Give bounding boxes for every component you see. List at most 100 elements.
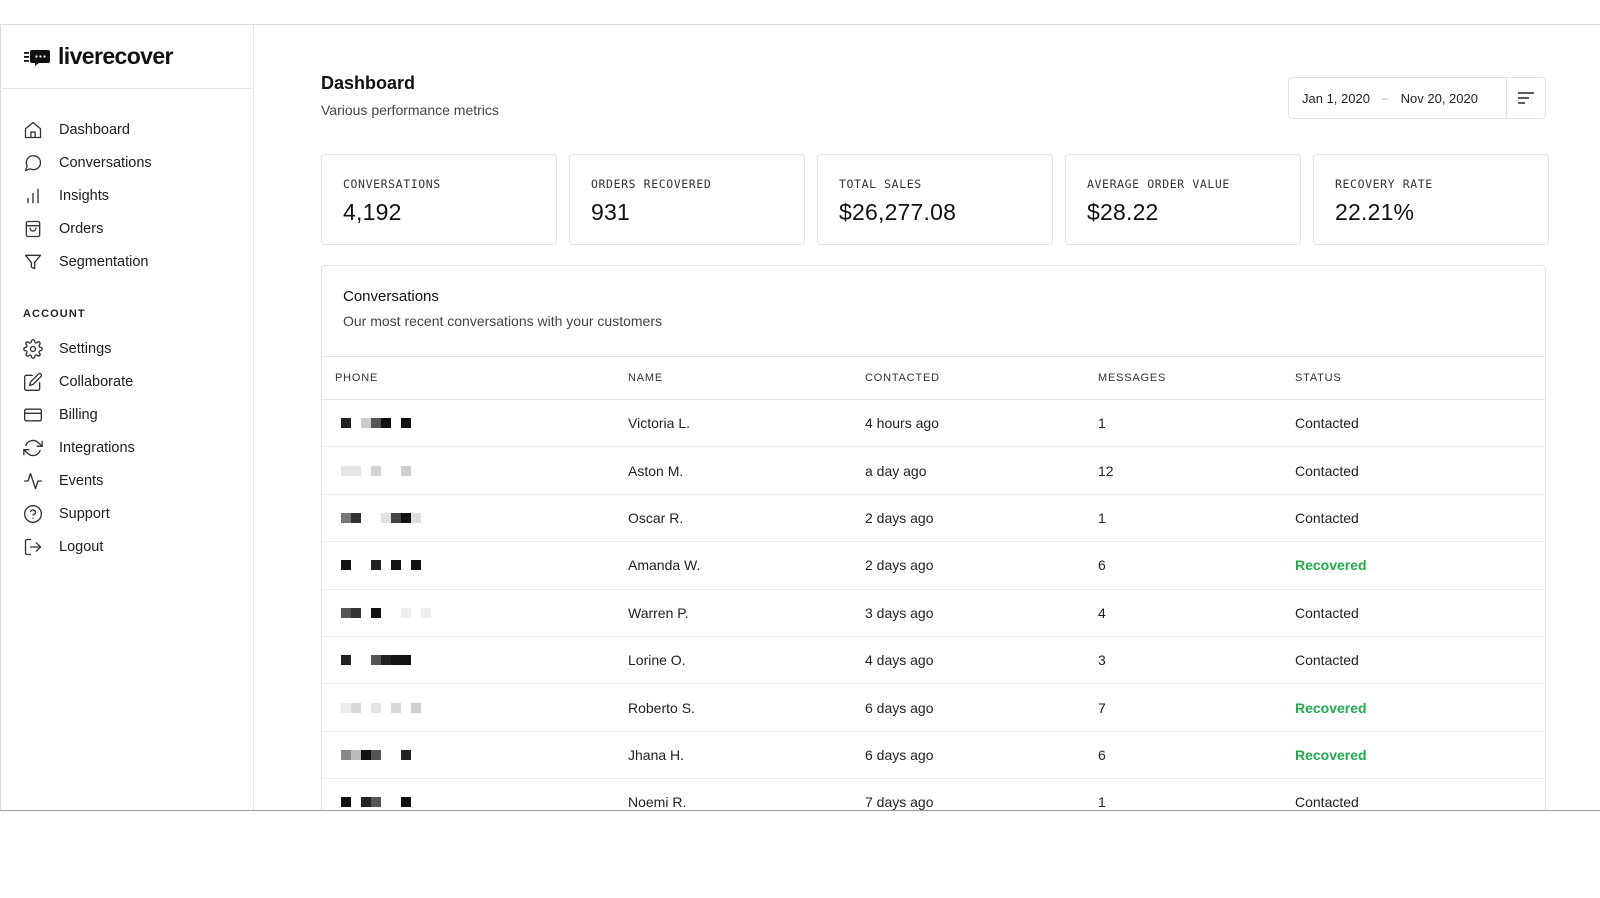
stat-card-total-sales: TOTAL SALES $26,277.08 [817, 154, 1053, 245]
filter-button[interactable] [1506, 78, 1545, 118]
nav-item-insights[interactable]: Insights [0, 179, 253, 212]
phone-redacted [335, 511, 421, 525]
stat-card-recovery-rate: RECOVERY RATE 22.21% [1313, 154, 1549, 245]
redaction-pixel [381, 512, 391, 523]
table-row[interactable]: Warren P. 3 days ago 4 Contacted [322, 590, 1545, 637]
table-row[interactable]: Aston M. a day ago 12 Contacted [322, 447, 1545, 495]
nav-label: Integrations [59, 439, 135, 456]
cell-contacted: 4 hours ago [865, 415, 939, 432]
sort-lines-icon [1518, 92, 1534, 104]
table-row[interactable]: Jhana H. 6 days ago 6 Recovered [322, 732, 1545, 780]
card-subtitle: Our most recent conversations with your … [343, 313, 663, 329]
redaction-pixel [401, 655, 411, 666]
redaction-pixel [391, 418, 401, 429]
date-start[interactable]: Jan 1, 2020 [1302, 90, 1370, 106]
phone-redacted [335, 416, 411, 430]
nav-item-billing[interactable]: Billing [0, 398, 253, 431]
cell-contacted: a day ago [865, 462, 927, 479]
cell-status: Recovered [1295, 746, 1367, 763]
column-header-phone[interactable]: PHONE [335, 372, 379, 384]
table-row[interactable]: Amanda W. 2 days ago 6 Recovered [322, 542, 1545, 590]
date-range-picker[interactable]: Jan 1, 2020 – Nov 20, 2020 [1288, 77, 1546, 119]
redaction-pixel [361, 560, 371, 571]
redaction-pixel [391, 560, 401, 571]
redaction-pixel [371, 655, 381, 666]
stats-row: CONVERSATIONS 4,192 ORDERS RECOVERED 931… [321, 154, 1549, 245]
table-row[interactable]: Victoria L. 4 hours ago 1 Contacted [322, 400, 1545, 448]
redaction-pixel [351, 655, 361, 666]
redaction-pixel [411, 512, 421, 523]
account-section-label: ACCOUNT [23, 308, 86, 320]
table-row[interactable]: Oscar R. 2 days ago 1 Contacted [322, 495, 1545, 543]
nav-item-orders[interactable]: Orders [0, 212, 253, 245]
redaction-pixel [371, 512, 381, 523]
redaction-pixel [341, 797, 351, 808]
redaction-pixel [391, 749, 401, 760]
stat-card-average-order-value: AVERAGE ORDER VALUE $28.22 [1065, 154, 1301, 245]
column-header-status[interactable]: STATUS [1295, 372, 1342, 384]
cell-messages: 12 [1098, 462, 1114, 479]
redaction-pixel [361, 418, 371, 429]
phone-redacted [335, 653, 411, 667]
nav-item-events[interactable]: Events [0, 464, 253, 497]
cell-name: Aston M. [628, 462, 684, 479]
cell-messages: 1 [1098, 794, 1106, 811]
date-end[interactable]: Nov 20, 2020 [1400, 90, 1478, 106]
filter-funnel-icon [23, 252, 43, 272]
column-header-contacted[interactable]: CONTACTED [865, 372, 940, 384]
redaction-pixel [351, 797, 361, 808]
cell-messages: 4 [1098, 604, 1106, 621]
table-row[interactable]: Noemi R. 7 days ago 1 Contacted [322, 779, 1545, 811]
nav-item-collaborate[interactable]: Collaborate [0, 365, 253, 398]
redaction-pixel [341, 512, 351, 523]
redaction-pixel [411, 607, 421, 618]
column-header-name[interactable]: NAME [628, 372, 663, 384]
cell-contacted: 2 days ago [865, 509, 934, 526]
redaction-pixel [371, 797, 381, 808]
table-row[interactable]: Roberto S. 6 days ago 7 Recovered [322, 684, 1545, 732]
nav-item-support[interactable]: Support [0, 497, 253, 530]
nav-item-settings[interactable]: Settings [0, 332, 253, 365]
cell-name: Oscar R. [628, 509, 684, 526]
cell-contacted: 6 days ago [865, 699, 934, 716]
nav-item-integrations[interactable]: Integrations [0, 431, 253, 464]
redaction-pixel [401, 465, 411, 476]
phone-redacted [335, 464, 411, 478]
cell-contacted: 2 days ago [865, 557, 934, 574]
table-row[interactable]: Lorine O. 4 days ago 3 Contacted [322, 637, 1545, 685]
credit-card-icon [23, 405, 43, 425]
nav-item-conversations[interactable]: Conversations [0, 146, 253, 179]
nav-item-dashboard[interactable]: Dashboard [0, 113, 253, 146]
redaction-pixel [351, 749, 361, 760]
nav-item-logout[interactable]: Logout [0, 530, 253, 563]
page-subtitle: Various performance metrics [321, 102, 499, 118]
cell-name: Roberto S. [628, 699, 695, 716]
card-title: Conversations [343, 288, 439, 305]
redaction-pixel [361, 797, 371, 808]
redaction-pixel [411, 560, 421, 571]
cell-status: Contacted [1295, 509, 1359, 526]
redaction-pixel [351, 418, 361, 429]
cell-messages: 6 [1098, 746, 1106, 763]
cell-status: Contacted [1295, 415, 1359, 432]
column-header-messages[interactable]: MESSAGES [1098, 372, 1167, 384]
redaction-pixel [361, 607, 371, 618]
brand[interactable]: liverecover [0, 25, 253, 89]
redaction-pixel [371, 560, 381, 571]
nav-item-segmentation[interactable]: Segmentation [0, 245, 253, 278]
nav-label: Conversations [59, 154, 152, 171]
cell-name: Warren P. [628, 604, 689, 621]
redaction-pixel [401, 607, 411, 618]
cell-status: Contacted [1295, 652, 1359, 669]
redaction-pixel [371, 702, 381, 713]
redaction-pixel [371, 418, 381, 429]
redaction-pixel [341, 418, 351, 429]
nav-label: Insights [59, 187, 109, 204]
logo-icon [24, 49, 50, 66]
stat-value: 22.21% [1335, 199, 1415, 225]
redaction-pixel [361, 749, 371, 760]
redaction-pixel [351, 560, 361, 571]
nav-label: Settings [59, 340, 112, 357]
stat-value: $26,277.08 [839, 199, 957, 225]
nav-label: Events [59, 472, 104, 489]
